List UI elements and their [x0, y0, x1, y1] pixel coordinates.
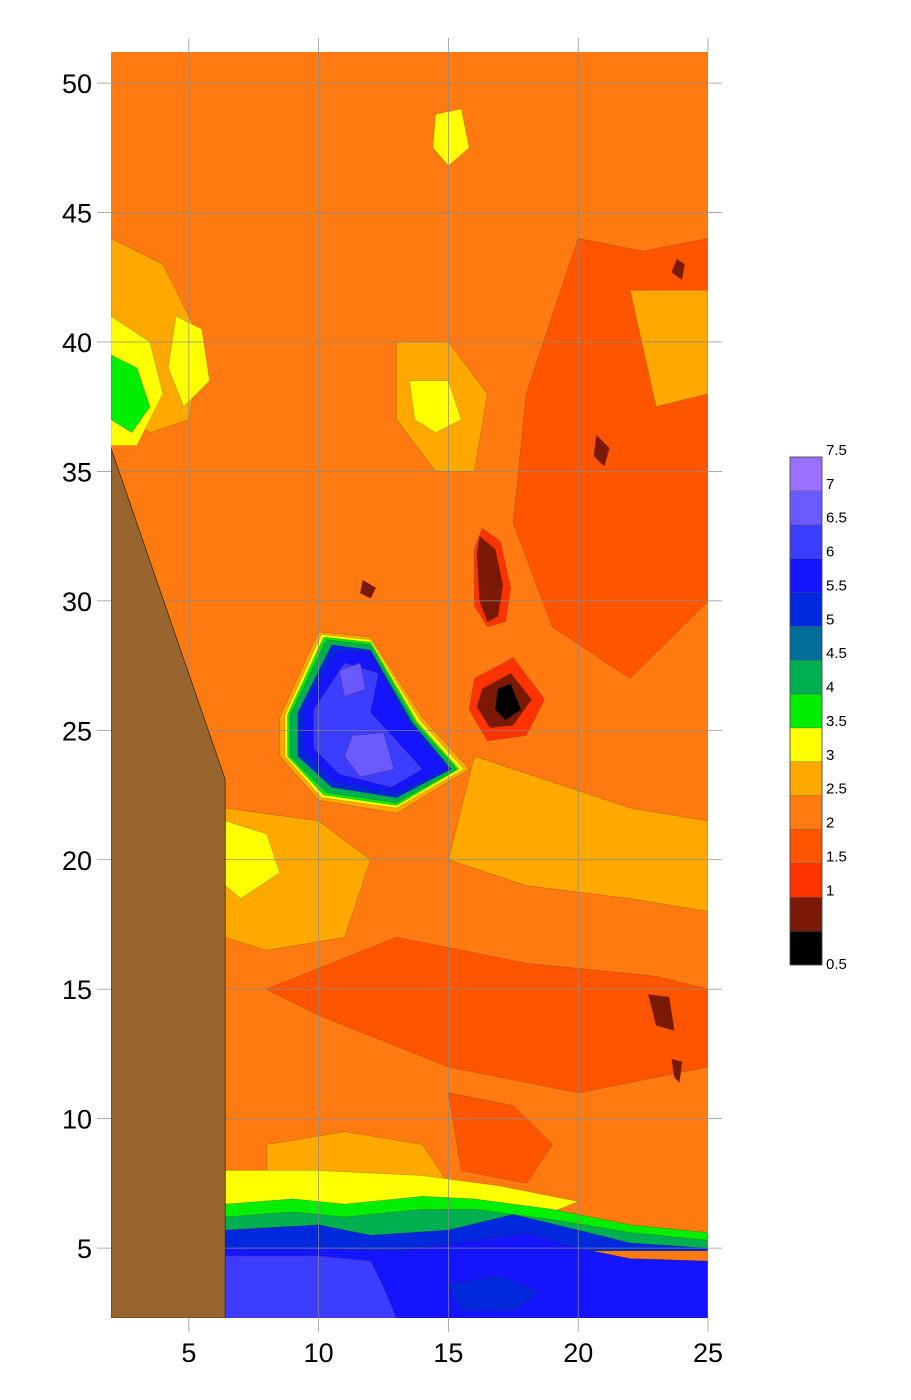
legend-label: 1 — [826, 882, 834, 899]
legend-swatch — [789, 456, 823, 492]
x-tick-label: 25 — [693, 1338, 723, 1368]
contour-region-7 — [344, 732, 395, 778]
legend-label: 2.5 — [826, 781, 847, 798]
y-tick-label: 20 — [62, 846, 92, 876]
contour-layer — [111, 108, 708, 1318]
legend-label: 4 — [826, 679, 834, 696]
x-tick-label: 5 — [181, 1338, 196, 1368]
contour-region-2 — [266, 937, 708, 1094]
contour-region-3 — [629, 289, 708, 408]
y-tick-label: 40 — [62, 328, 92, 358]
legend-label: 0.5 — [826, 956, 847, 973]
contour-region-1 — [647, 994, 675, 1031]
contour-region-0_5 — [494, 683, 522, 721]
legend-label: 7 — [826, 476, 834, 493]
legend-label: 5 — [826, 611, 834, 628]
contour-region-3_5 — [432, 108, 470, 167]
y-tick-label: 25 — [62, 716, 92, 746]
legend-swatch — [789, 592, 823, 627]
y-tick-label: 45 — [62, 199, 92, 229]
legend-swatch — [789, 626, 823, 661]
legend-swatch — [789, 897, 823, 932]
contour-region-2 — [448, 1092, 553, 1184]
contour-region-1 — [671, 258, 685, 281]
legend-label: 6 — [826, 544, 834, 561]
contour-region-1 — [671, 1058, 683, 1083]
legend-swatch — [789, 693, 823, 729]
legend-swatch — [789, 524, 823, 559]
y-tick-label: 5 — [77, 1234, 92, 1264]
legend-swatch — [789, 761, 823, 796]
contour-region-1 — [359, 579, 377, 599]
legend-frame — [789, 456, 823, 966]
masked-region — [111, 447, 226, 1318]
color-legend: 0.5 1 1.5 2 2.5 3 3.5 4 4.5 5 5.5 6 6.5 7 7.5 — [789, 442, 847, 973]
legend-label: 6.5 — [826, 510, 847, 527]
legend-label: 1.5 — [826, 848, 847, 865]
legend-swatch — [789, 863, 823, 898]
x-tick-label: 20 — [563, 1338, 593, 1368]
contour-region-4 — [111, 354, 151, 433]
legend-label: 3.5 — [826, 713, 847, 730]
y-tick-label: 10 — [62, 1105, 92, 1135]
y-tick-label: 35 — [62, 457, 92, 487]
y-tick-label: 15 — [62, 975, 92, 1005]
legend-swatch — [789, 490, 823, 525]
contour-region-5_5 — [448, 1276, 540, 1311]
contour-region-6_5 — [224, 1255, 397, 1318]
contour-region-7 — [339, 662, 366, 698]
tick-layer: 5 10 15 20 25 5 10 15 20 25 30 35 40 45 50 — [62, 38, 723, 1368]
contour-region-1 — [476, 535, 504, 622]
legend-label: 3 — [826, 747, 834, 764]
legend-label: 4.5 — [826, 645, 847, 662]
legend-swatch — [789, 727, 823, 762]
contour-region-1 — [593, 434, 610, 467]
legend-label: 7.5 — [826, 442, 847, 459]
legend-label: 5.5 — [826, 577, 847, 594]
y-tick-label: 50 — [62, 69, 92, 99]
legend-swatch — [789, 930, 823, 966]
legend-label: 2 — [826, 815, 834, 832]
x-tick-label: 10 — [304, 1338, 334, 1368]
legend-swatch — [789, 795, 823, 830]
legend-swatch — [789, 660, 823, 695]
plot-area — [111, 52, 708, 1318]
legend-swatch — [789, 558, 823, 593]
y-tick-label: 30 — [62, 587, 92, 617]
legend-swatch — [789, 829, 823, 864]
x-tick-label: 15 — [433, 1338, 463, 1368]
